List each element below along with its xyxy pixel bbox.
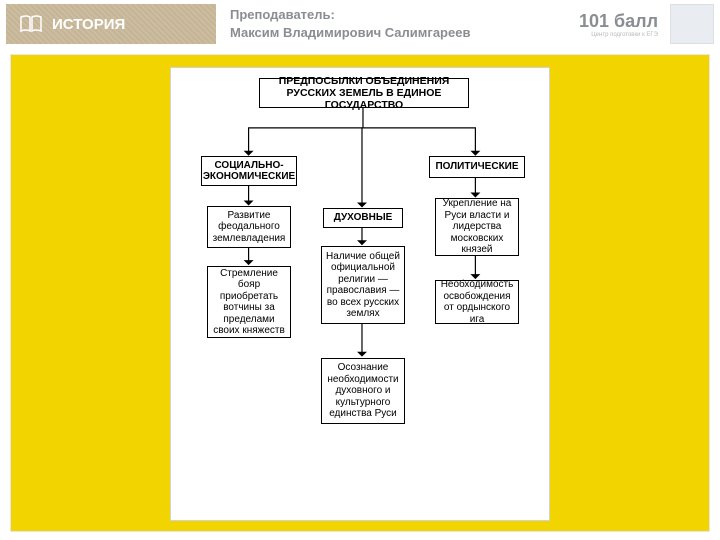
diagram-node-n2b: Осознание необходимости духовного и куль… <box>321 358 405 424</box>
slide-thumbnail[interactable] <box>670 4 714 44</box>
diagram-node-n1b: Стремление бояр приобретать вотчины за п… <box>207 266 291 338</box>
diagram-node-n1a: Развитие феодального землевладения <box>207 206 291 248</box>
diagram-node-title: ПРЕДПОСЫЛКИ ОБЪЕДИНЕНИЯ РУССКИХ ЗЕМЕЛЬ В… <box>259 78 469 108</box>
teacher-block: Преподаватель: Максим Владимирович Салим… <box>230 6 470 41</box>
book-icon <box>20 15 42 33</box>
header: ИСТОРИЯ Преподаватель: Максим Владимиров… <box>0 0 720 48</box>
teacher-title: Преподаватель: <box>230 6 470 24</box>
diagram-node-n3a: Укрепление на Руси власти и лидерства мо… <box>435 198 519 256</box>
diagram-node-spirit: ДУХОВНЫЕ <box>323 208 403 228</box>
subject-badge: ИСТОРИЯ <box>6 4 216 44</box>
diagram-node-n2a: Наличие общей официальной религии — прав… <box>321 246 405 324</box>
diagram-node-polit: ПОЛИТИЧЕСКИЕ <box>429 156 525 178</box>
subject-label: ИСТОРИЯ <box>52 16 125 33</box>
diagram-node-socio: СОЦИАЛЬНО-ЭКОНОМИЧЕСКИЕ <box>201 156 297 186</box>
teacher-name: Максим Владимирович Салимгареев <box>230 24 470 42</box>
brand-sub: Центр подготовки к ЕГЭ <box>579 32 658 38</box>
brand-main: 101 балл <box>579 11 658 32</box>
brand-block: 101 балл Центр подготовки к ЕГЭ <box>579 11 658 38</box>
diagram-node-n3b: Необходимость освобождения от ордынского… <box>435 280 519 324</box>
diagram-paper: ПРЕДПОСЫЛКИ ОБЪЕДИНЕНИЯ РУССКИХ ЗЕМЕЛЬ В… <box>170 67 550 521</box>
slide-stage: ПРЕДПОСЫЛКИ ОБЪЕДИНЕНИЯ РУССКИХ ЗЕМЕЛЬ В… <box>10 54 710 532</box>
